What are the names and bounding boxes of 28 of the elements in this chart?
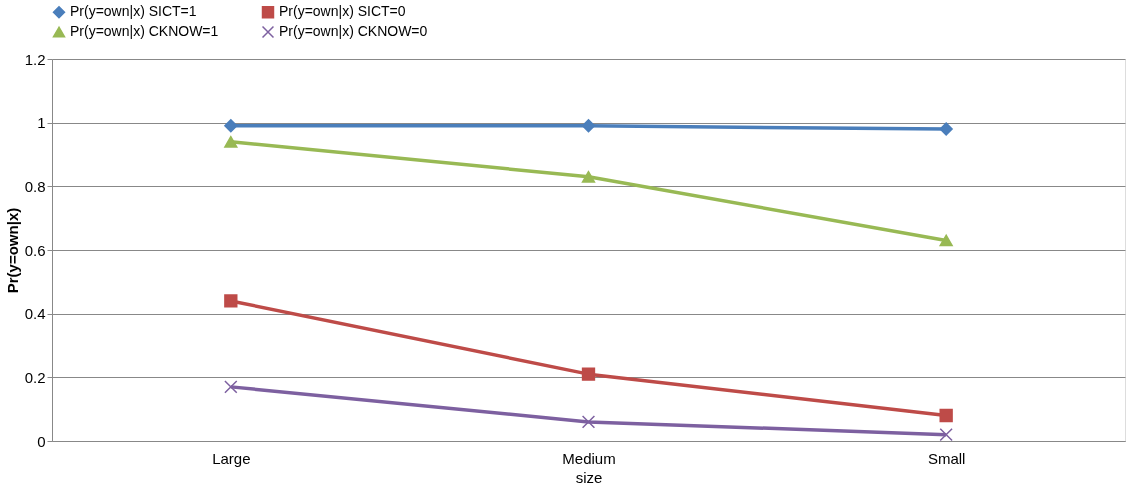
- point: [581, 170, 596, 183]
- y-tick-label: 0: [37, 432, 46, 450]
- point: [939, 234, 953, 247]
- x-tick-label: Medium: [562, 449, 616, 467]
- point: [939, 408, 953, 423]
- legend-label: Pr(y=own|x) CKNOW=1: [70, 23, 219, 39]
- point: [581, 119, 596, 133]
- point: [224, 294, 238, 308]
- point: [224, 119, 238, 133]
- point: [939, 122, 953, 136]
- legend-label: Pr(y=own|x) SICT=0: [279, 3, 406, 20]
- y-tick-label: 1.2: [24, 50, 46, 68]
- legend-label: Pr(y=own|x) CKNOW=0: [279, 23, 428, 39]
- y-tick-label: 0.4: [24, 305, 46, 323]
- point: [581, 367, 596, 381]
- point: [581, 415, 596, 429]
- y-axis-title: Pr(y=own|x): [3, 207, 21, 294]
- y-tick-label: 0.2: [24, 368, 46, 386]
- x-axis-title: size: [575, 468, 603, 486]
- point: [939, 427, 953, 442]
- y-tick-label: 1: [37, 114, 46, 132]
- y-tick-label: 0.6: [24, 241, 46, 259]
- legend-label: Pr(y=own|x) SICT=1: [70, 3, 197, 20]
- point: [224, 380, 238, 394]
- y-tick-label: 0.8: [24, 177, 46, 195]
- x-tick-label: Large: [212, 449, 251, 467]
- point: [224, 135, 238, 148]
- x-tick-label: Small: [927, 449, 966, 467]
